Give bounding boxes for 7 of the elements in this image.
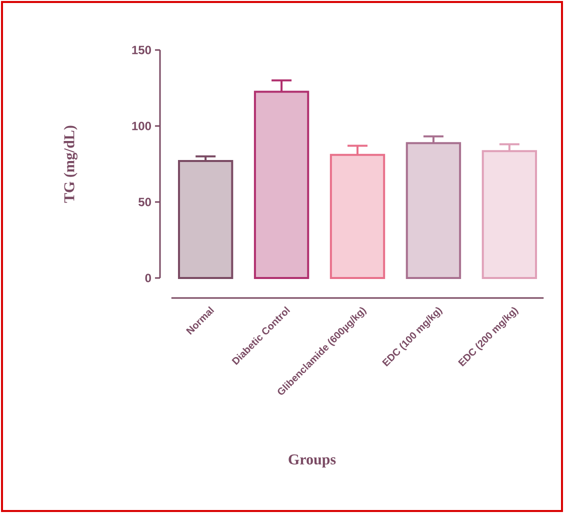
y-tick-label: 50 [138, 198, 151, 206]
y-axis-title: TG (mg/dL) [64, 126, 78, 203]
bar [178, 160, 234, 279]
x-axis-title: Groups [288, 454, 336, 468]
y-tick-label: 0 [145, 274, 151, 282]
y-tick-label: 100 [132, 122, 151, 130]
y-tick-label: 150 [132, 46, 151, 54]
